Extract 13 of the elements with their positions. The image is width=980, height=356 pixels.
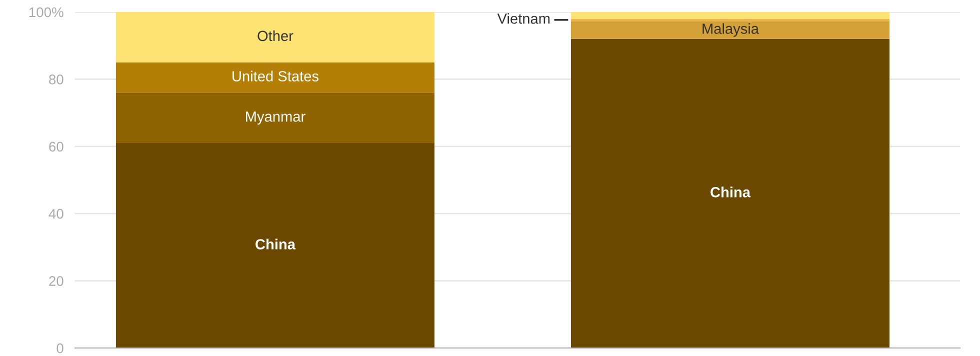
- y-tick-label: 40: [48, 208, 64, 219]
- y-tick-label: 100%: [29, 7, 64, 18]
- y-tick-label: 0: [56, 343, 64, 354]
- y-tick-label: 60: [49, 142, 64, 152]
- series-label: United States: [232, 70, 318, 82]
- series-label: Myanmar: [246, 112, 306, 125]
- text: China: [710, 186, 751, 198]
- y-tick-label: 80: [49, 74, 64, 84]
- series-label: Vietnam: [497, 13, 550, 24]
- y-tick-label: 20: [49, 276, 64, 286]
- series-label: Other: [258, 30, 294, 42]
- series-label: Malaysia: [702, 23, 759, 37]
- series-label: China: [256, 238, 296, 250]
